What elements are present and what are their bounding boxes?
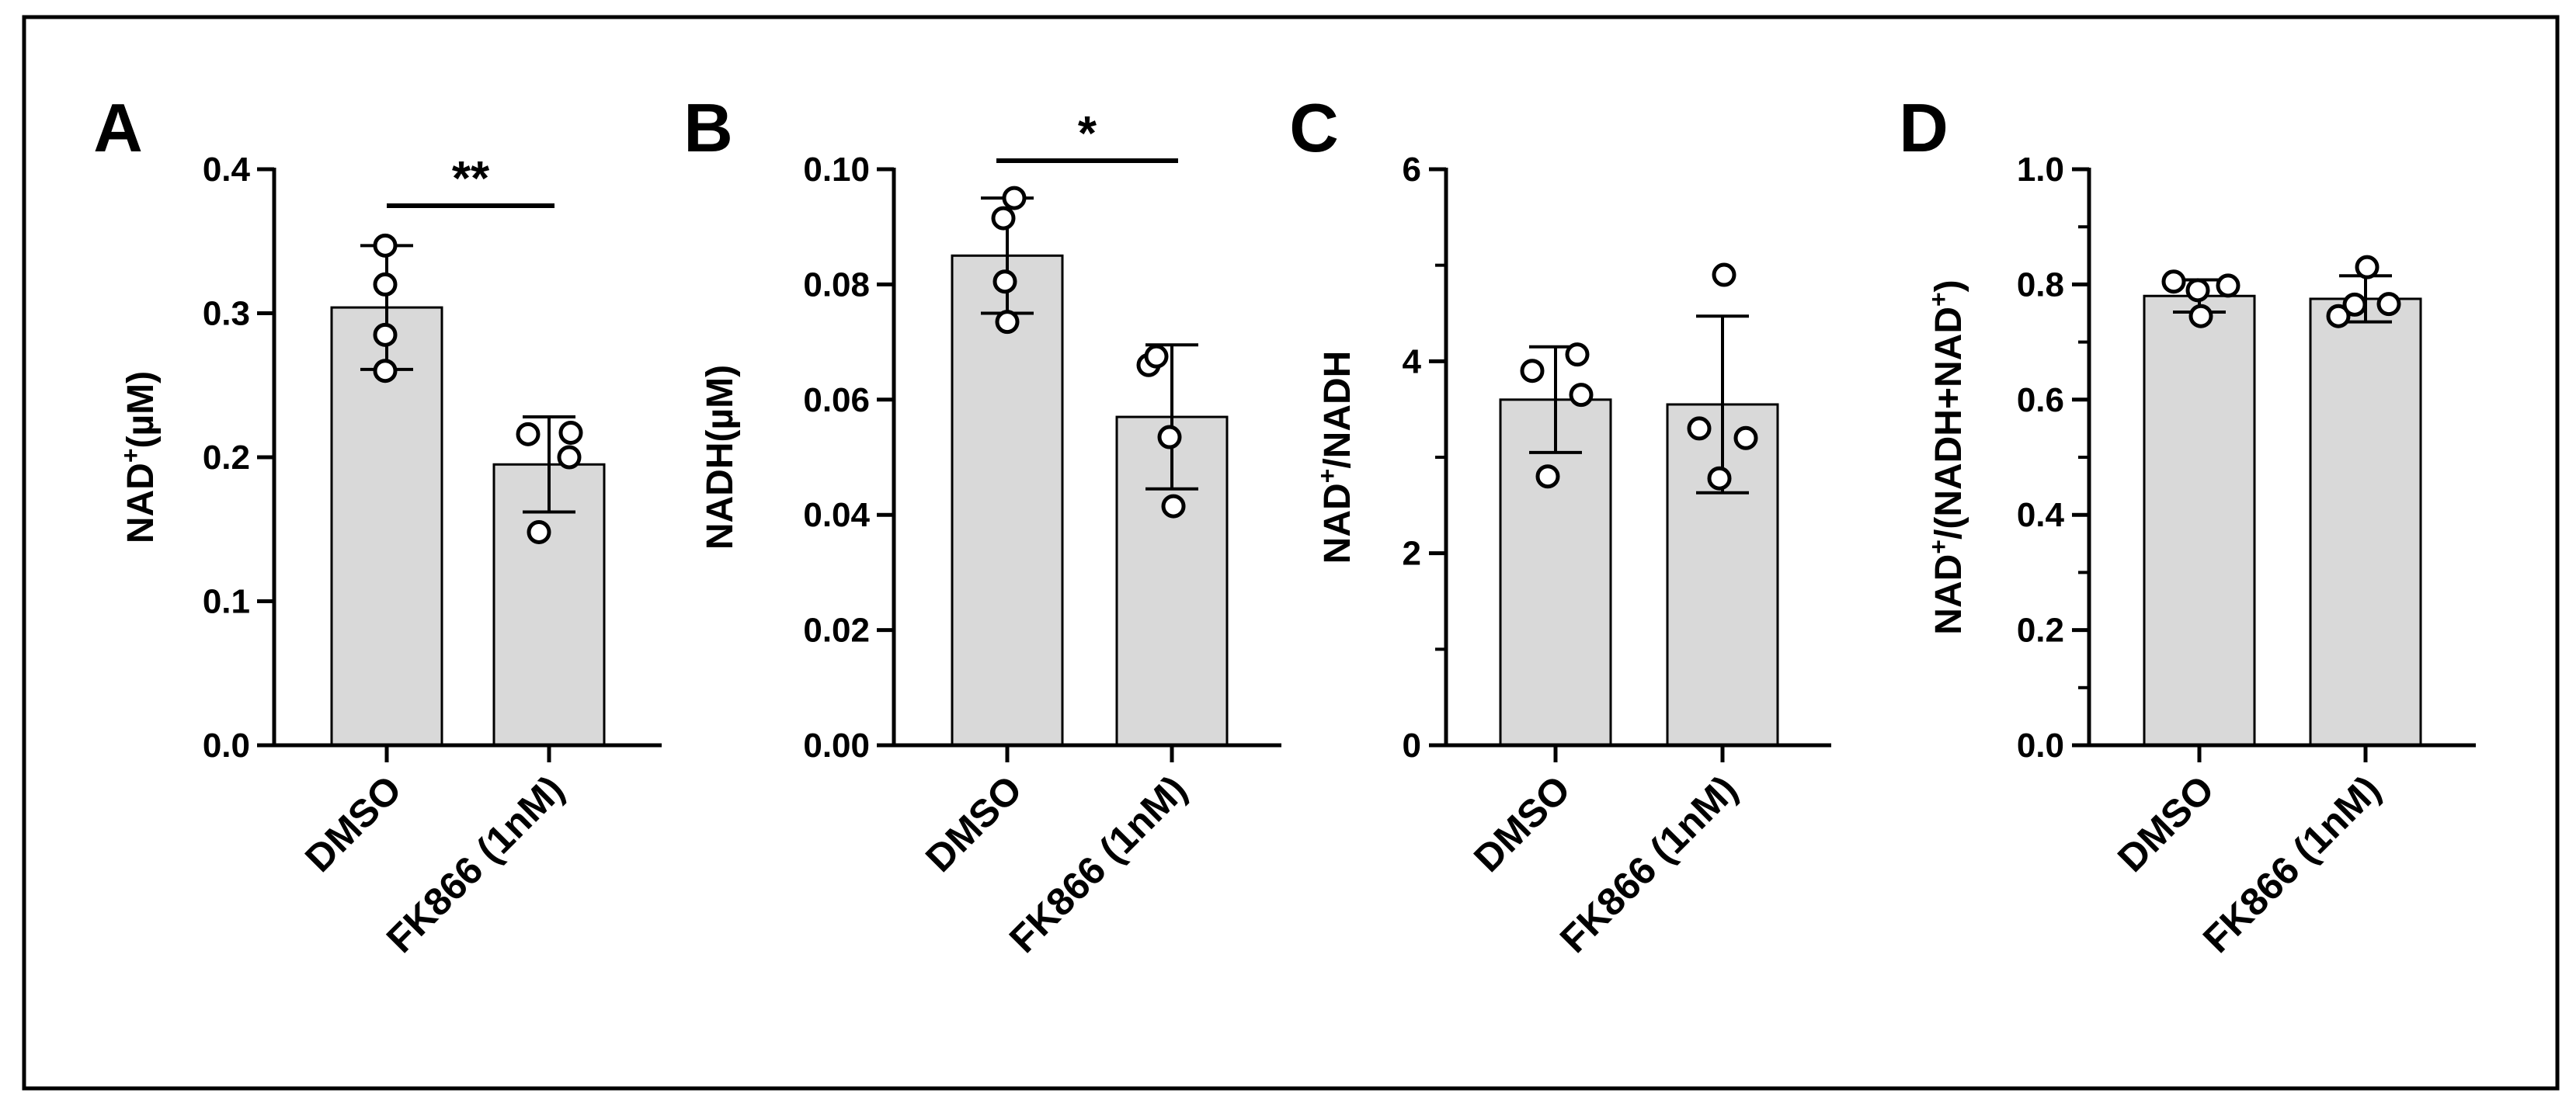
y-axis-label: NADH(µM): [700, 365, 741, 550]
y-axis-label-superscript: +: [116, 448, 144, 463]
panel-letter: B: [683, 89, 733, 166]
data-point: [993, 269, 1017, 294]
data-point: [1707, 466, 1732, 491]
panel-letter: D: [1899, 89, 1949, 166]
y-tick-label: 1.0: [2017, 151, 2064, 189]
data-point: [1157, 425, 1182, 449]
data-point: [2326, 304, 2351, 328]
y-tick-label: 2: [1403, 535, 1421, 573]
data-point: [1569, 383, 1594, 408]
data-point: [373, 233, 398, 258]
y-axis-label-main: NAD: [1317, 483, 1358, 564]
y-tick-label: 0.04: [803, 496, 870, 534]
data-point: [557, 445, 582, 470]
data-point: [1712, 262, 1736, 287]
data-point: [2185, 278, 2210, 303]
y-tick-label: 0.08: [803, 265, 870, 304]
y-axis-label-superscript-2: +: [1924, 292, 1952, 307]
data-point: [527, 519, 551, 544]
y-axis-label-superscript: +: [1313, 469, 1341, 484]
data-point: [373, 359, 398, 383]
y-tick-label: 0: [1403, 727, 1421, 765]
y-tick-label: 0.10: [803, 151, 870, 189]
data-point: [1565, 342, 1590, 367]
data-point: [2355, 255, 2380, 279]
y-tick-label: 0.1: [203, 583, 250, 621]
y-tick-label: 0.4: [2017, 496, 2065, 534]
y-axis-label-rest: /(NADH+NAD: [1928, 307, 1969, 540]
y-axis-label-main: NADH(µM): [700, 365, 741, 550]
data-point: [2216, 273, 2241, 298]
bar: [2143, 294, 2256, 747]
data-point: [558, 420, 583, 445]
data-point: [516, 422, 541, 446]
y-axis-label: NAD+/NADH: [1313, 351, 1358, 564]
data-point: [1535, 464, 1560, 489]
y-axis-label: NAD+/(NADH+NAD+): [1924, 279, 1969, 634]
y-axis-label: NAD+(µM): [116, 371, 162, 543]
significance-label: *: [1078, 107, 1097, 161]
y-tick-label: 0.8: [2017, 265, 2064, 304]
data-point: [373, 272, 398, 297]
data-point: [1144, 344, 1169, 369]
y-axis-label-rest: /NADH: [1317, 351, 1358, 469]
data-point: [1733, 425, 1758, 450]
y-tick-label: 0.02: [803, 612, 870, 650]
y-axis-label-main: NAD: [120, 463, 162, 543]
y-tick-label: 0.0: [2017, 727, 2064, 765]
data-point: [1161, 494, 1186, 519]
y-tick-label: 0.2: [2017, 612, 2064, 650]
y-tick-label: 6: [1403, 151, 1421, 189]
data-point: [2188, 304, 2213, 328]
panel-letter: A: [93, 89, 143, 166]
y-tick-label: 0.0: [203, 727, 250, 765]
y-tick-label: 0.2: [203, 439, 250, 477]
y-axis-label-rest: (µM): [120, 371, 162, 449]
figure-border: [22, 15, 2560, 1091]
y-tick-label: 0.6: [2017, 381, 2064, 419]
significance-label: **: [452, 152, 490, 206]
y-tick-label: 0.4: [203, 151, 251, 189]
data-point: [995, 310, 1020, 335]
panel-letter: C: [1289, 89, 1339, 166]
y-tick-label: 0.3: [203, 295, 250, 333]
y-tick-label: 4: [1403, 342, 1422, 380]
data-point: [2342, 292, 2367, 317]
data-point: [991, 206, 1016, 231]
data-point: [1002, 186, 1027, 210]
data-point: [2376, 292, 2401, 317]
data-point: [1687, 416, 1712, 441]
y-axis-label-superscript: +: [1924, 540, 1952, 554]
y-axis-label-tail: ): [1928, 279, 1969, 292]
data-point: [1520, 359, 1545, 383]
y-tick-label: 0.00: [803, 727, 870, 765]
y-tick-label: 0.06: [803, 381, 870, 419]
data-point: [373, 322, 398, 347]
data-point: [2161, 269, 2186, 294]
y-axis-label-main: NAD: [1928, 554, 1969, 635]
bar: [2309, 297, 2422, 747]
